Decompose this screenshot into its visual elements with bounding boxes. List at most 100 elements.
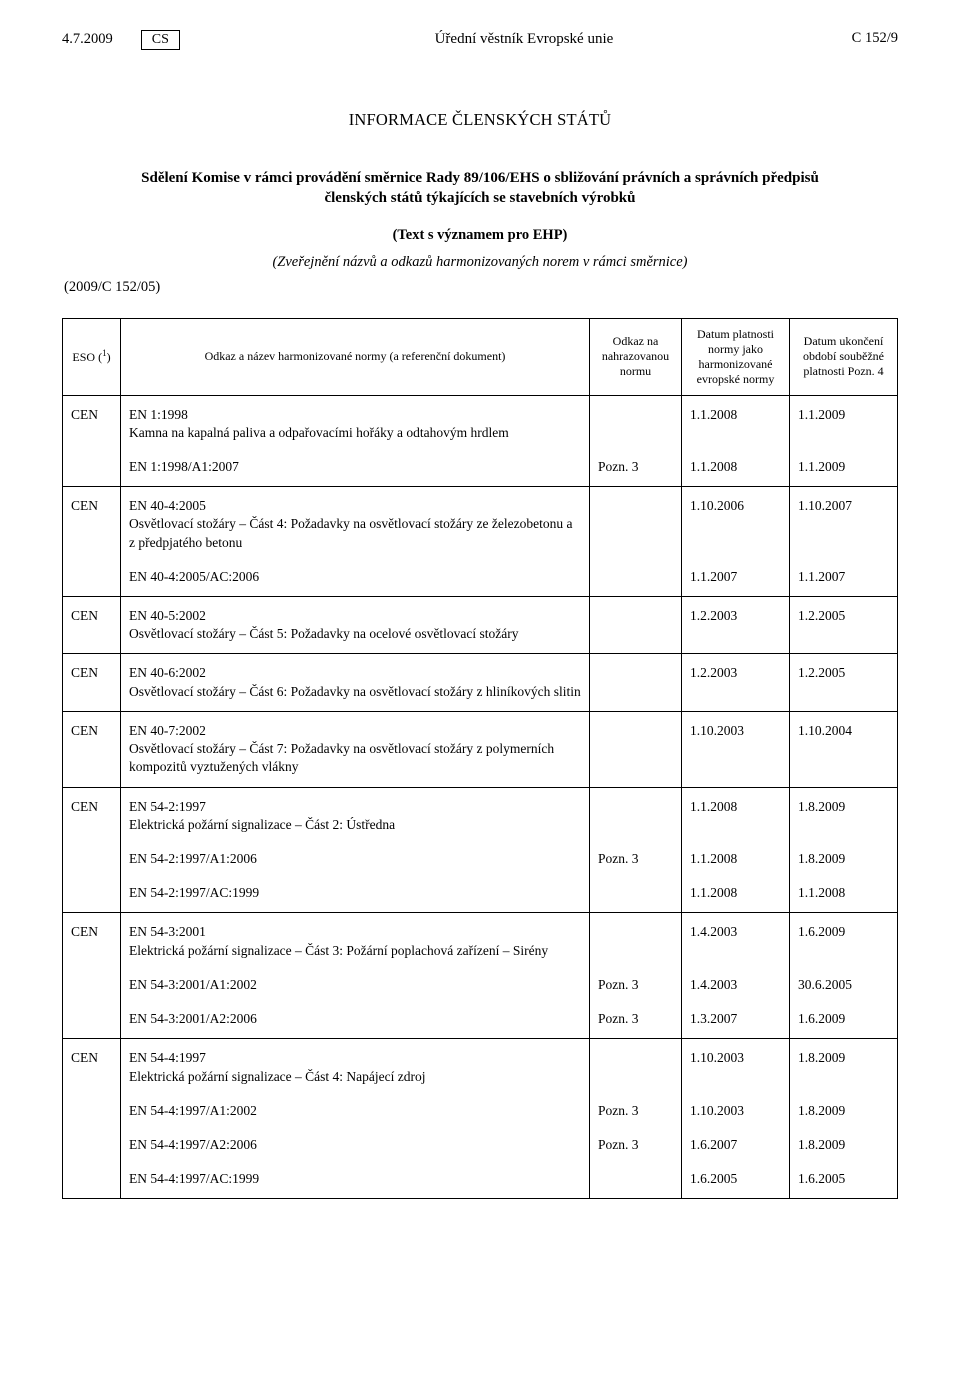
table-header-row: ESO (1) Odkaz a název harmonizované norm… (63, 318, 898, 395)
cell-date-end: 1.2.2005 (790, 597, 898, 654)
cell-eso: CEN (63, 787, 121, 838)
cell-date-valid: 1.10.2003 (682, 1039, 790, 1090)
standard-code: EN 54-2:1997/AC:1999 (129, 884, 581, 902)
cell-eso: CEN (63, 487, 121, 556)
standard-code: EN 40-4:2005/AC:2006 (129, 568, 581, 586)
col-d2-header: Datum ukončení období souběžné platnosti… (790, 318, 898, 395)
cell-standard: EN 40-5:2002Osvětlovací stožáry – Část 5… (121, 597, 590, 654)
standard-code: EN 40-4:2005 (129, 497, 581, 515)
table-row: CENEN 40-6:2002Osvětlovací stožáry – Čás… (63, 654, 898, 711)
standard-code: EN 54-3:2001/A1:2002 (129, 976, 581, 994)
cell-date-end: 30.6.2005 (790, 964, 898, 998)
cell-date-end: 1.10.2007 (790, 487, 898, 556)
cell-date-end: 1.8.2009 (790, 787, 898, 838)
table-row: CENEN 40-5:2002Osvětlovací stožáry – Čás… (63, 597, 898, 654)
cell-date-end: 1.6.2009 (790, 998, 898, 1038)
standard-desc: Elektrická požární signalizace – Část 2:… (129, 816, 581, 834)
standard-code: EN 1:1998/A1:2007 (129, 458, 581, 476)
header-lang: CS (141, 30, 180, 50)
standard-code: EN 40-5:2002 (129, 607, 581, 625)
table-row: CENEN 40-4:2005Osvětlovací stožáry – Čás… (63, 487, 898, 556)
standard-code: EN 54-3:2001 (129, 923, 581, 941)
cell-date-end: 1.6.2009 (790, 913, 898, 964)
standard-code: EN 1:1998 (129, 406, 581, 424)
table-row: EN 54-4:1997/A2:2006 Pozn. 31.6.20071.8.2… (63, 1124, 898, 1158)
cell-eso (63, 964, 121, 998)
col-ref-header: Odkaz na nahrazovanou normu (590, 318, 682, 395)
cell-date-end: 1.8.2009 (790, 838, 898, 872)
cell-standard: EN 54-4:1997/AC:1999 (121, 1158, 590, 1198)
cell-ref (590, 1039, 682, 1090)
cell-standard: EN 40-4:2005Osvětlovací stožáry – Část 4… (121, 487, 590, 556)
standards-table: ESO (1) Odkaz a název harmonizované norm… (62, 318, 898, 1200)
table-row: CENEN 40-7:2002Osvětlovací stožáry – Čás… (63, 711, 898, 786)
cell-ref (590, 556, 682, 596)
table-row: CENEN 54-3:2001Elektrická požární signal… (63, 913, 898, 964)
standard-desc: Osvětlovací stožáry – Část 7: Požadavky … (129, 740, 581, 776)
document-ref: (2009/C 152/05) (64, 279, 898, 296)
cell-eso: CEN (63, 711, 121, 786)
cell-ref (590, 711, 682, 786)
table-separator (63, 1198, 898, 1199)
standard-code: EN 54-4:1997/AC:1999 (129, 1170, 581, 1188)
cell-standard: EN 54-4:1997Elektrická požární signaliza… (121, 1039, 590, 1090)
col-d1-header: Datum platnosti normy jako harmonizované… (682, 318, 790, 395)
document-title: Sdělení Komise v rámci provádění směrnic… (122, 168, 838, 209)
standard-desc: Osvětlovací stožáry – Část 4: Požadavky … (129, 515, 581, 551)
cell-eso: CEN (63, 395, 121, 446)
cell-eso (63, 872, 121, 912)
cell-eso (63, 1090, 121, 1124)
cell-ref (590, 597, 682, 654)
cell-eso (63, 998, 121, 1038)
standard-code: EN 54-4:1997/A2:2006 (129, 1136, 581, 1154)
cell-date-valid: 1.1.2007 (682, 556, 790, 596)
cell-date-end: 1.8.2009 (790, 1039, 898, 1090)
table-row: EN 54-3:2001/A2:2006Pozn. 31.3.20071.6.2… (63, 998, 898, 1038)
table-row: EN 54-3:2001/A1:2002Pozn. 31.4.200330.6.… (63, 964, 898, 998)
cell-standard: EN 54-2:1997/A1:2006 (121, 838, 590, 872)
standard-code: EN 54-2:1997/A1:2006 (129, 850, 581, 868)
cell-ref: Pozn. 3 (590, 446, 682, 486)
cell-eso (63, 446, 121, 486)
standard-code: EN 40-6:2002 (129, 664, 581, 682)
cell-ref: Pozn. 3 (590, 998, 682, 1038)
page-header: 4.7.2009 CS Úřední věstník Evropské unie… (62, 30, 898, 50)
standard-code: EN 54-4:1997/A1:2002 (129, 1102, 581, 1120)
cell-date-end: 1.8.2009 (790, 1124, 898, 1158)
cell-date-valid: 1.1.2008 (682, 838, 790, 872)
standard-code: EN 54-2:1997 (129, 798, 581, 816)
table-row: EN 1:1998/A1:2007Pozn. 31.1.20081.1.2009 (63, 446, 898, 486)
standard-desc: Elektrická požární signalizace – Část 4:… (129, 1068, 581, 1086)
standard-code: EN 54-4:1997 (129, 1049, 581, 1067)
table-row: EN 54-4:1997/AC:19991.6.20051.6.2005 (63, 1158, 898, 1198)
cell-date-end: 1.1.2007 (790, 556, 898, 596)
cell-standard: EN 54-2:1997/AC:1999 (121, 872, 590, 912)
cell-date-valid: 1.10.2003 (682, 711, 790, 786)
cell-eso: CEN (63, 1039, 121, 1090)
cell-date-end: 1.1.2009 (790, 446, 898, 486)
cell-date-valid: 1.2.2003 (682, 654, 790, 711)
cell-standard: EN 54-2:1997Elektrická požární signaliza… (121, 787, 590, 838)
col-eso-post: ) (107, 350, 111, 364)
table-row: CENEN 1:1998Kamna na kapalná paliva a od… (63, 395, 898, 446)
cell-ref (590, 1158, 682, 1198)
cell-eso: CEN (63, 654, 121, 711)
table-row: CENEN 54-2:1997Elektrická požární signal… (63, 787, 898, 838)
cell-date-end: 1.10.2004 (790, 711, 898, 786)
cell-ref (590, 395, 682, 446)
cell-ref (590, 872, 682, 912)
cell-date-valid: 1.10.2003 (682, 1090, 790, 1124)
cell-date-valid: 1.6.2007 (682, 1124, 790, 1158)
standard-desc: Kamna na kapalná paliva a odpařovacími h… (129, 424, 581, 442)
cell-eso (63, 1158, 121, 1198)
col-title-header: Odkaz a název harmonizované normy (a ref… (121, 318, 590, 395)
cell-date-valid: 1.1.2008 (682, 787, 790, 838)
cell-date-valid: 1.1.2008 (682, 872, 790, 912)
cell-ref (590, 787, 682, 838)
cell-standard: EN 1:1998Kamna na kapalná paliva a odpař… (121, 395, 590, 446)
cell-ref: Pozn. 3 (590, 1090, 682, 1124)
table-row: EN 40-4:2005/AC:2006 1.1.20071.1.2007 (63, 556, 898, 596)
cell-ref: Pozn. 3 (590, 1124, 682, 1158)
cell-standard: EN 54-3:2001Elektrická požární signaliza… (121, 913, 590, 964)
cell-eso: CEN (63, 913, 121, 964)
